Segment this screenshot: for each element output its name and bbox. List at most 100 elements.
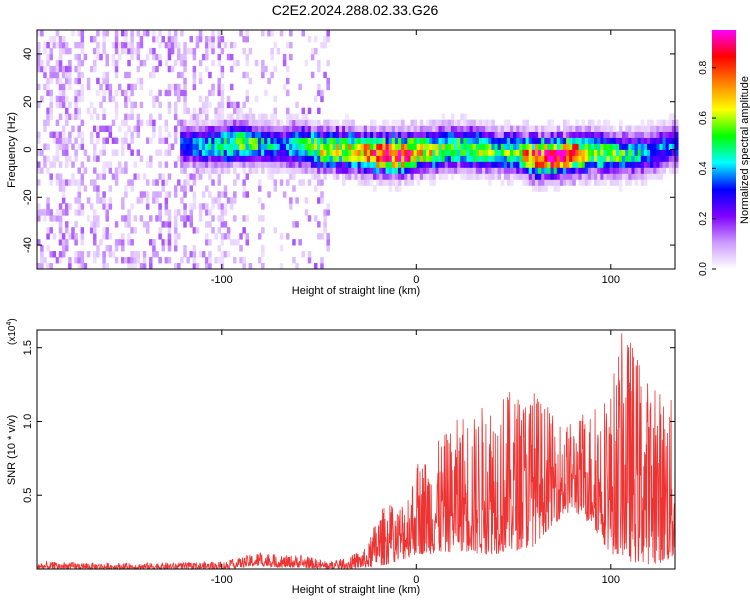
spectrogram-cell bbox=[488, 173, 492, 180]
spectrogram-cell bbox=[497, 137, 502, 144]
spectrogram-cell bbox=[320, 143, 324, 150]
spectrogram-cell bbox=[195, 113, 200, 121]
spectrogram-cell bbox=[528, 155, 533, 162]
spectrogram-cell bbox=[77, 113, 81, 121]
spectrogram-cell bbox=[510, 179, 514, 186]
spectrogram-cell bbox=[295, 143, 299, 150]
spectrogram-cell bbox=[550, 125, 555, 132]
spectrogram-cell bbox=[217, 41, 222, 49]
spectrogram-cell bbox=[217, 107, 222, 115]
spectrogram-cell bbox=[438, 119, 442, 127]
spectrogram-cell bbox=[55, 179, 60, 186]
spectrogram-cell bbox=[606, 149, 611, 156]
spectrogram-cell bbox=[668, 155, 673, 162]
spectrogram-cell bbox=[208, 155, 212, 162]
spectrogram-cell bbox=[569, 137, 573, 144]
spectrogram-cell bbox=[572, 149, 576, 156]
spectrogram-cell bbox=[295, 161, 299, 168]
spectrogram-cell bbox=[584, 167, 589, 174]
spectrogram-cell bbox=[130, 239, 134, 246]
spectrogram-cell bbox=[155, 215, 159, 222]
spectrogram-cell bbox=[105, 215, 109, 222]
spectrogram-cell bbox=[46, 113, 50, 121]
spectrogram-cell bbox=[186, 143, 190, 150]
spectrogram-cell bbox=[429, 173, 433, 180]
spectrogram-cell bbox=[407, 125, 411, 132]
spectrogram-cell bbox=[457, 143, 461, 150]
spectrogram-cell bbox=[345, 173, 349, 180]
spectrogram-cell bbox=[541, 143, 545, 150]
spectrogram-cell bbox=[653, 137, 657, 144]
spectrogram-cell bbox=[117, 125, 122, 132]
spectrogram-cell bbox=[257, 197, 262, 204]
spectrogram-cell bbox=[348, 149, 352, 156]
spectrogram-cell bbox=[394, 137, 399, 144]
spectrogram-cell bbox=[108, 185, 113, 192]
spectrogram-cell bbox=[569, 173, 573, 180]
spectrogram-cell bbox=[304, 131, 309, 138]
spectrogram-cell bbox=[214, 107, 218, 115]
spectrogram-cell bbox=[74, 41, 78, 49]
spectrogram-cell bbox=[656, 143, 660, 150]
spectrogram-cell bbox=[307, 251, 312, 258]
spectrogram-cell bbox=[164, 161, 169, 168]
spectrogram-cell bbox=[58, 185, 63, 192]
spectrogram-cell bbox=[233, 143, 237, 150]
spectrogram-cell bbox=[233, 41, 237, 49]
spectrogram-cell bbox=[217, 101, 222, 109]
spectrogram-cell bbox=[363, 125, 368, 132]
spectrogram-cell bbox=[142, 59, 147, 67]
spectrogram-cell bbox=[407, 179, 411, 186]
spectrogram-cell bbox=[142, 257, 147, 264]
spectrogram-cell bbox=[167, 221, 172, 228]
spectrogram-cell bbox=[155, 251, 159, 258]
spectrogram-cell bbox=[351, 167, 355, 174]
spectrogram-cell bbox=[516, 143, 520, 150]
spectrogram-cell bbox=[189, 155, 194, 162]
spectrogram-cell bbox=[541, 125, 545, 132]
spectrogram-cell bbox=[550, 137, 555, 144]
spectrogram-cell bbox=[295, 119, 299, 127]
spectrogram-cell bbox=[668, 113, 673, 121]
spectrogram-cell bbox=[201, 125, 206, 132]
spectrogram-cell bbox=[429, 149, 433, 156]
spectrogram-cell bbox=[366, 149, 371, 156]
spectrogram-cell bbox=[335, 149, 340, 156]
spectrogram-cell bbox=[170, 143, 175, 150]
spectrogram-cell bbox=[189, 113, 194, 121]
spectrogram-cell bbox=[40, 245, 44, 252]
spectrogram-cell bbox=[668, 149, 673, 156]
spectrogram-cell bbox=[121, 239, 125, 246]
snr-x-ticks: -100 0 100 bbox=[211, 330, 620, 586]
spectrogram-cell bbox=[304, 143, 309, 150]
spectrogram-cell bbox=[127, 179, 131, 186]
spectrogram-cell bbox=[506, 173, 511, 180]
spectrogram-cell bbox=[653, 149, 657, 156]
spectrogram-cell bbox=[332, 125, 337, 132]
spectrogram-cell bbox=[522, 119, 527, 127]
spectrogram-cell bbox=[55, 65, 60, 73]
spectrogram-cell bbox=[49, 53, 53, 61]
spectrogram-cell bbox=[177, 179, 181, 186]
spectrogram-cell bbox=[388, 131, 393, 138]
spectrogram-cell bbox=[578, 167, 583, 174]
spectrogram-cell bbox=[58, 47, 63, 55]
spectrogram-cell bbox=[491, 125, 495, 132]
spectrogram-cell bbox=[158, 215, 162, 222]
spectrogram-cell bbox=[192, 83, 197, 91]
spectrogram-cell bbox=[264, 137, 268, 144]
spectrogram-cell bbox=[261, 203, 265, 210]
spectrogram-cell bbox=[71, 227, 75, 234]
spectrogram-cell bbox=[447, 137, 452, 144]
spectrogram-cell bbox=[313, 143, 318, 150]
spectrogram-cell bbox=[192, 161, 197, 168]
spectrogram-cell bbox=[192, 167, 197, 174]
spectrogram-cell bbox=[485, 131, 489, 138]
spectrogram-cell bbox=[317, 65, 321, 73]
spectrogram-cell bbox=[136, 131, 141, 138]
spectrogram-cell bbox=[360, 173, 365, 180]
spectrogram-cell bbox=[37, 101, 41, 109]
spectrogram-cell bbox=[292, 155, 296, 162]
spectrogram-cell bbox=[472, 131, 477, 138]
spectrogram-cell bbox=[590, 125, 595, 132]
